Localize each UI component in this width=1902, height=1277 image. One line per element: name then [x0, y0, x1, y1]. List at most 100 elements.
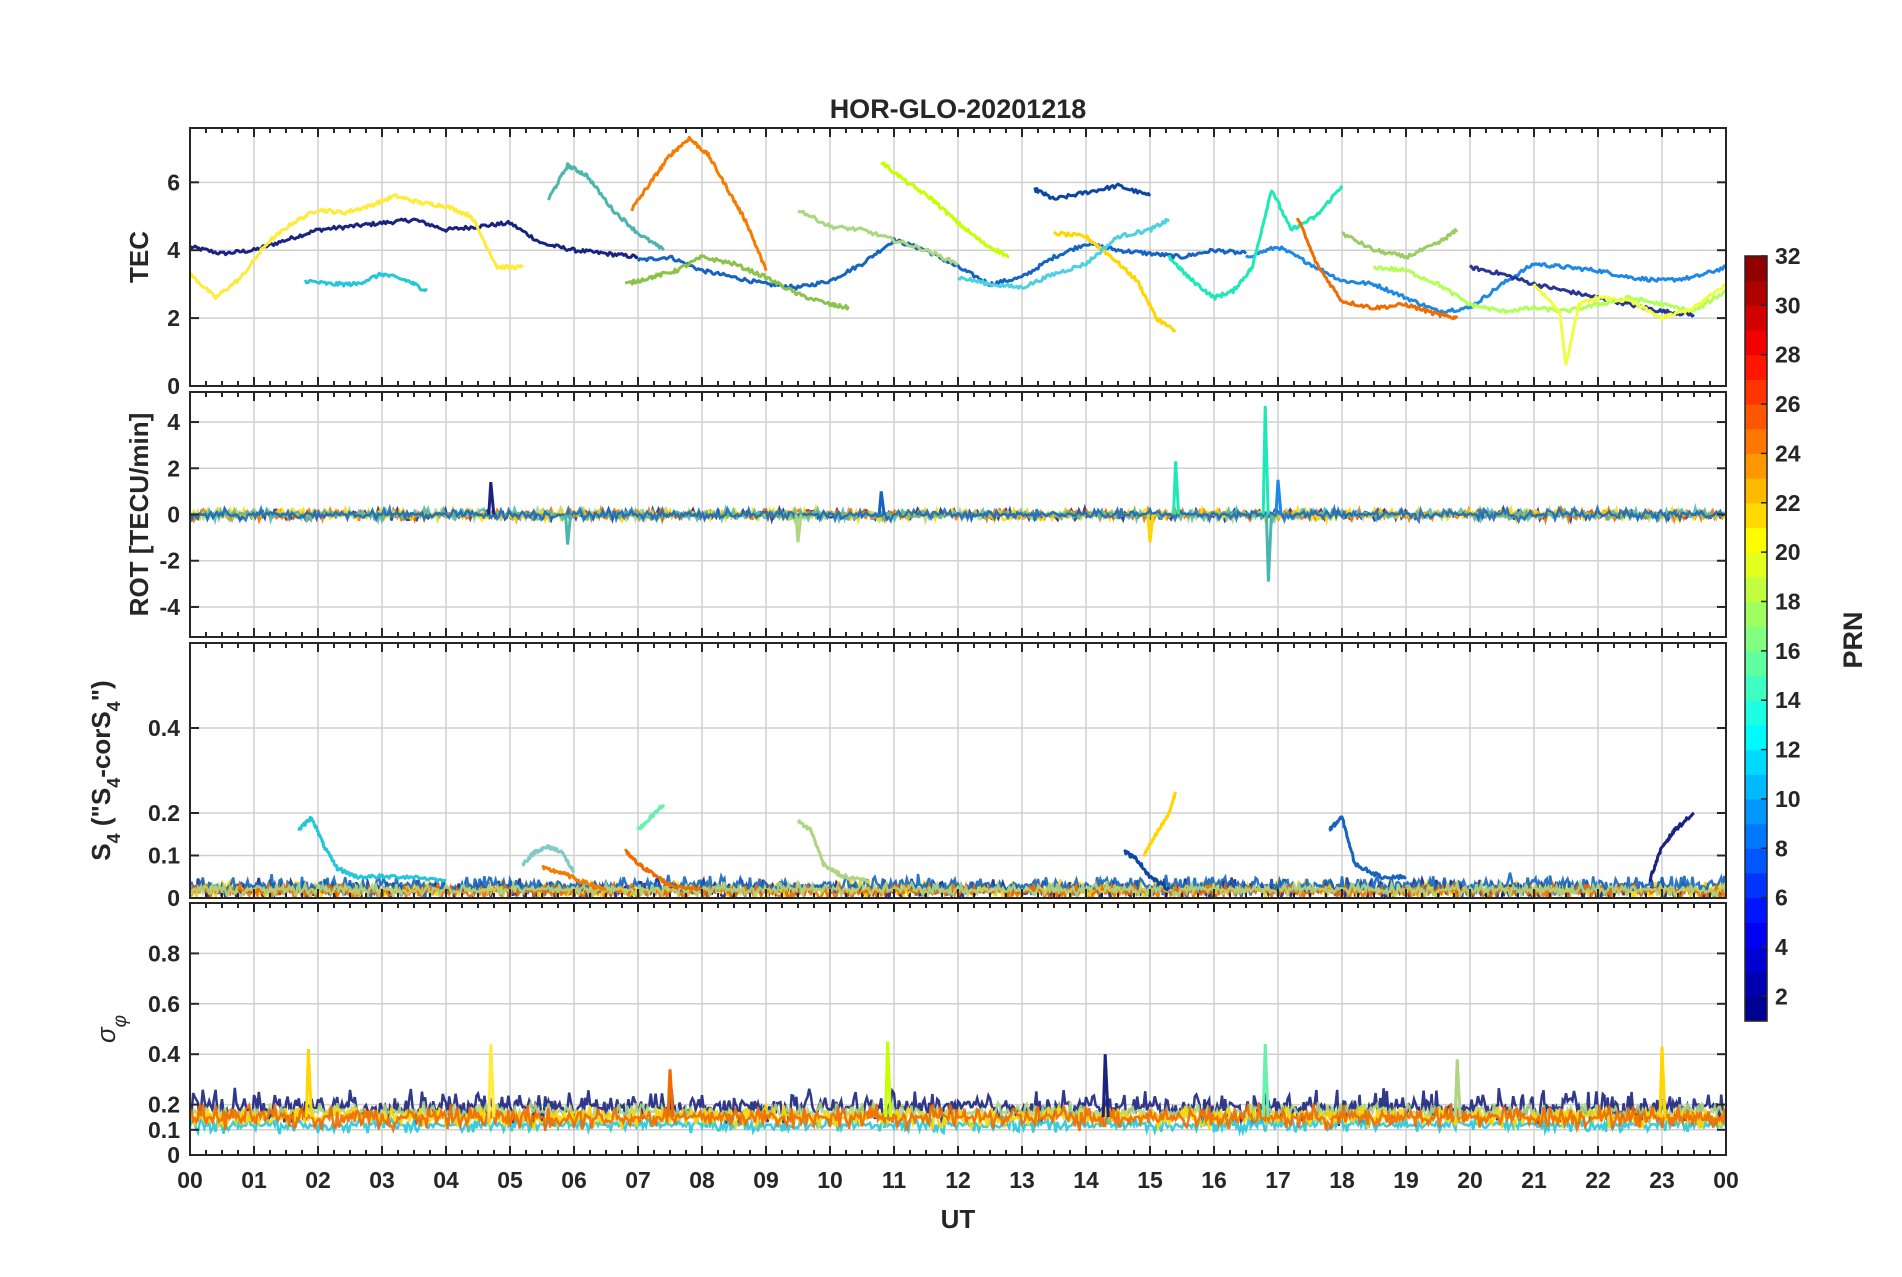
y-tick-label: 2 [167, 455, 180, 481]
y-axis-label-part: σ [91, 1026, 121, 1043]
colorbar-tick-label: 8 [1775, 835, 1788, 861]
colorbar-segment [1745, 280, 1767, 306]
colorbar-tick-label: 6 [1775, 885, 1788, 911]
colorbar-tick-label: 12 [1775, 737, 1801, 763]
y-tick-label: 0.8 [148, 940, 180, 966]
colorbar-segment [1745, 626, 1767, 652]
colorbar-segment [1745, 922, 1767, 948]
colorbar-segment [1745, 749, 1767, 775]
x-tick-label: 02 [305, 1167, 331, 1193]
colorbar-segment [1745, 700, 1767, 726]
spike-mark [487, 482, 496, 515]
colorbar-segment [1745, 897, 1767, 923]
colorbar-tick-label: 16 [1775, 638, 1801, 664]
x-tick-label: 11 [882, 1167, 907, 1193]
series-line [624, 254, 850, 311]
colorbar-segment [1745, 330, 1767, 356]
x-tick-label: 01 [241, 1167, 267, 1193]
x-tick-label: 17 [1265, 1167, 1291, 1193]
colorbar-segment [1745, 848, 1767, 874]
x-tick-label: 03 [369, 1167, 395, 1193]
y-axis-label-part: 4 [104, 701, 124, 711]
y-tick-label: 6 [167, 169, 180, 195]
colorbar-segment [1745, 478, 1767, 504]
x-tick-label: 21 [1521, 1167, 1547, 1193]
y-tick-label: 2 [167, 305, 180, 331]
panel-data [190, 405, 1726, 582]
x-tick-label: 00 [1713, 1167, 1739, 1193]
series-line [1167, 185, 1344, 301]
colorbar-tick-label: 22 [1775, 490, 1801, 516]
colorbar-tick-label: 28 [1775, 342, 1801, 368]
spike-mark [487, 1044, 496, 1118]
spike-mark [877, 491, 886, 515]
colorbar-segment [1745, 453, 1767, 479]
series-line [1123, 849, 1171, 892]
colorbar-tick-label: 2 [1775, 983, 1788, 1009]
panel-s4: 00.10.20.4S4 ("S4-corS4") [86, 642, 1727, 911]
y-tick-label: 4 [167, 409, 180, 435]
colorbar-segment [1745, 650, 1767, 677]
series-line [796, 819, 870, 884]
colorbar-segment [1745, 872, 1767, 899]
x-tick-label: 07 [625, 1167, 651, 1193]
colorbar-segment [1745, 379, 1767, 405]
colorbar-segment [1745, 305, 1767, 331]
colorbar-segment [1745, 552, 1767, 578]
spike-mark [1264, 514, 1273, 582]
colorbar-tick-label: 32 [1775, 243, 1801, 269]
colorbar-tick-label: 10 [1775, 786, 1801, 812]
y-axis-label-part: φ [110, 1015, 131, 1027]
series-line [1142, 791, 1178, 858]
colorbar-tick-label: 26 [1775, 391, 1801, 417]
x-tick-label: 05 [497, 1167, 523, 1193]
colorbar-segment [1745, 675, 1767, 701]
panel-data [190, 135, 1726, 366]
colorbar-segment [1745, 823, 1767, 849]
series-line [190, 193, 524, 301]
x-tick-label: 06 [561, 1167, 587, 1193]
colorbar-segment [1745, 527, 1767, 553]
y-axis-label: ROT [TECU/min] [124, 413, 154, 617]
series-line [1372, 265, 1726, 315]
y-axis-label: TEC [124, 231, 154, 283]
colorbar-frame [1744, 255, 1768, 1022]
y-axis-label: σφ [91, 1015, 131, 1043]
colorbar-segment [1745, 971, 1767, 997]
colorbar-segment [1745, 996, 1767, 1022]
x-tick-label: 23 [1649, 1167, 1675, 1193]
series-line [1245, 245, 1726, 315]
spike-mark [304, 1049, 313, 1118]
colorbar-segment [1745, 354, 1767, 380]
y-tick-label: 0.1 [148, 843, 180, 869]
y-axis-label: S4 ("S4-corS4") [86, 680, 124, 860]
series-line [541, 865, 607, 891]
x-tick-label: 18 [1329, 1167, 1355, 1193]
x-tick-label: 14 [1073, 1167, 1099, 1193]
x-axis-label: UT [941, 1204, 976, 1234]
series-line [630, 135, 768, 271]
y-tick-label: 0 [167, 502, 180, 528]
spike-mark [1261, 405, 1270, 515]
colorbar-tick-label: 30 [1775, 292, 1801, 318]
series-line [957, 217, 1171, 290]
panel-tec: 0 2 4 6 TEC HOR-GLO-20201218 [124, 94, 1727, 399]
spike-mark [1274, 479, 1283, 515]
x-tick-label: 20 [1457, 1167, 1483, 1193]
colorbar-segment [1745, 428, 1767, 455]
y-axis-label-part: ") [86, 680, 116, 701]
x-tick-label: 08 [689, 1167, 715, 1193]
y-tick-label: 0 [167, 1142, 180, 1168]
spike-mark [1146, 514, 1155, 543]
y-tick-label: 0 [167, 373, 180, 399]
y-tick-label: 4 [167, 237, 180, 263]
y-tick-label: 0.6 [148, 991, 180, 1017]
panel-sigma: 00.10.2 0.4 0.6 0.8 σφ 00 01 02 03 04 05 06 07 08 09 10… [91, 902, 1739, 1234]
noise-series-line [190, 1101, 1726, 1134]
y-tick-label: 0 [167, 885, 180, 911]
y-tick-label: 0.2 [148, 800, 180, 826]
series-line [624, 848, 703, 892]
y-axis-label-part: 4 [104, 833, 124, 843]
